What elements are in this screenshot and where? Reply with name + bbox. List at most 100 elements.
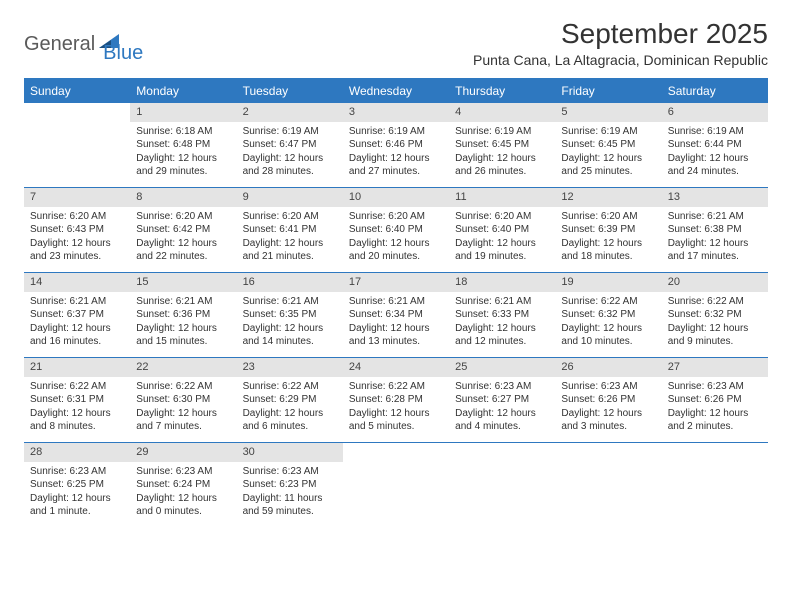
weekday-fri: Friday [555, 80, 661, 102]
day-number: 19 [555, 273, 661, 292]
sunrise-text: Sunrise: 6:22 AM [30, 380, 124, 394]
daylight-text: Daylight: 12 hours and 4 minutes. [455, 407, 549, 434]
day-number: 9 [237, 188, 343, 207]
daylight-text: Daylight: 12 hours and 3 minutes. [561, 407, 655, 434]
sunrise-text: Sunrise: 6:22 AM [243, 380, 337, 394]
sunset-text: Sunset: 6:36 PM [136, 308, 230, 322]
daylight-text: Daylight: 11 hours and 59 minutes. [243, 492, 337, 519]
sunset-text: Sunset: 6:25 PM [30, 478, 124, 492]
header: General Blue September 2025 Punta Cana, … [24, 18, 768, 68]
sunset-text: Sunset: 6:45 PM [455, 138, 549, 152]
sunset-text: Sunset: 6:32 PM [668, 308, 762, 322]
day-cell: 24Sunrise: 6:22 AMSunset: 6:28 PMDayligh… [343, 358, 449, 442]
day-cell: 13Sunrise: 6:21 AMSunset: 6:38 PMDayligh… [662, 188, 768, 272]
sunrise-text: Sunrise: 6:21 AM [30, 295, 124, 309]
day-number: 6 [662, 103, 768, 122]
sunrise-text: Sunrise: 6:20 AM [30, 210, 124, 224]
week-row: 28 Sunrise: 6:23 AM Sunset: 6:25 PM Dayligh… [24, 442, 768, 527]
day-cell: 9 Sunrise: 6:20 AMSunset: 6:41 PMDaylight… [237, 188, 343, 272]
sunrise-text: Sunrise: 6:21 AM [136, 295, 230, 309]
sunrise-text: Sunrise: 6:23 AM [136, 465, 230, 479]
day-cell: 20 Sunrise: 6:22 AMSunset: 6:32 PMDayligh… [662, 273, 768, 357]
weekday-sun: Sunday [24, 80, 130, 102]
sunrise-text: Sunrise: 6:23 AM [561, 380, 655, 394]
day-cell: 12Sunrise: 6:20 AMSunset: 6:39 PMDayligh… [555, 188, 661, 272]
day-number: 3 [343, 103, 449, 122]
sunrise-text: Sunrise: 6:18 AM [136, 125, 230, 139]
day-cell: 22Sunrise: 6:22 AMSunset: 6:30 PMDayligh… [130, 358, 236, 442]
day-cell: 21Sunrise: 6:22 AMSunset: 6:31 PMDayligh… [24, 358, 130, 442]
day-number: 15 [130, 273, 236, 292]
day-cell [662, 443, 768, 527]
day-number: 28 [24, 443, 130, 462]
day-cell: 30Sunrise: 6:23 AMSunset: 6:23 PMDayligh… [237, 443, 343, 527]
daylight-text: Daylight: 12 hours and 17 minutes. [668, 237, 762, 264]
sunrise-text: Sunrise: 6:20 AM [243, 210, 337, 224]
day-cell: 28Sunrise: 6:23 AMSunset: 6:25 PMDayligh… [24, 443, 130, 527]
day-cell: 23 Sunrise: 6:22 AMSunset: 6:29 PMDayligh… [237, 358, 343, 442]
sunset-text: Sunset: 6:23 PM [243, 478, 337, 492]
sunset-text: Sunset: 6:37 PM [30, 308, 124, 322]
daylight-text: Daylight: 12 hours and 18 minutes. [561, 237, 655, 264]
day-number: 7 [24, 188, 130, 207]
page: General Blue September 2025 Punta Cana, … [0, 0, 792, 527]
sunset-text: Sunset: 6:48 PM [136, 138, 230, 152]
day-number: 18 [449, 273, 555, 292]
day-number: 4 [449, 103, 555, 122]
daylight-text: Daylight: 12 hours and 29 minutes. [136, 152, 230, 179]
day-cell: 2Sunrise: 6:19 AMSunset: 6:47 PMDaylight… [237, 103, 343, 187]
sunset-text: Sunset: 6:29 PM [243, 393, 337, 407]
daylight-text: Daylight: 12 hours and 22 minutes. [136, 237, 230, 264]
daylight-text: Daylight: 12 hours and 9 minutes. [668, 322, 762, 349]
sunrise-text: Sunrise: 6:21 AM [455, 295, 549, 309]
sunrise-text: Sunrise: 6:23 AM [243, 465, 337, 479]
day-cell: 27Sunrise: 6:23 AMSunset: 6:26 PMDayligh… [662, 358, 768, 442]
day-number: 24 [343, 358, 449, 377]
sunset-text: Sunset: 6:30 PM [136, 393, 230, 407]
sunset-text: Sunset: 6:41 PM [243, 223, 337, 237]
day-cell: 17Sunrise: 6:21 AMSunset: 6:34 PMDayligh… [343, 273, 449, 357]
daylight-text: Daylight: 12 hours and 16 minutes. [30, 322, 124, 349]
day-cell [555, 443, 661, 527]
sunrise-text: Sunrise: 6:22 AM [668, 295, 762, 309]
weekday-sat: Saturday [662, 80, 768, 102]
page-title: September 2025 [473, 18, 768, 50]
weekday-header: Sunday Monday Tuesday Wednesday Thursday… [24, 80, 768, 102]
daylight-text: Daylight: 12 hours and 5 minutes. [349, 407, 443, 434]
daylight-text: Daylight: 12 hours and 26 minutes. [455, 152, 549, 179]
day-number: 1 [130, 103, 236, 122]
day-cell [449, 443, 555, 527]
sunrise-text: Sunrise: 6:19 AM [243, 125, 337, 139]
day-number: 20 [662, 273, 768, 292]
day-cell [343, 443, 449, 527]
daylight-text: Daylight: 12 hours and 13 minutes. [349, 322, 443, 349]
daylight-text: Daylight: 12 hours and 21 minutes. [243, 237, 337, 264]
day-number: 23 [237, 358, 343, 377]
sunset-text: Sunset: 6:40 PM [349, 223, 443, 237]
sunrise-text: Sunrise: 6:19 AM [349, 125, 443, 139]
sunset-text: Sunset: 6:47 PM [243, 138, 337, 152]
daylight-text: Daylight: 12 hours and 6 minutes. [243, 407, 337, 434]
daylight-text: Daylight: 12 hours and 19 minutes. [455, 237, 549, 264]
weekday-wed: Wednesday [343, 80, 449, 102]
sunrise-text: Sunrise: 6:21 AM [668, 210, 762, 224]
weeks-container: 1Sunrise: 6:18 AMSunset: 6:48 PMDaylight… [24, 102, 768, 527]
day-cell: 8Sunrise: 6:20 AMSunset: 6:42 PMDaylight… [130, 188, 236, 272]
day-cell: 7Sunrise: 6:20 AMSunset: 6:43 PMDaylight… [24, 188, 130, 272]
day-number: 22 [130, 358, 236, 377]
week-row: 1Sunrise: 6:18 AMSunset: 6:48 PMDaylight… [24, 102, 768, 187]
day-cell: 11Sunrise: 6:20 AMSunset: 6:40 PMDayligh… [449, 188, 555, 272]
week-row: 7Sunrise: 6:20 AMSunset: 6:43 PMDaylight… [24, 187, 768, 272]
day-cell: 29Sunrise: 6:23 AMSunset: 6:24 PMDayligh… [130, 443, 236, 527]
sunset-text: Sunset: 6:46 PM [349, 138, 443, 152]
day-number: 12 [555, 188, 661, 207]
daylight-text: Daylight: 12 hours and 20 minutes. [349, 237, 443, 264]
sunrise-text: Sunrise: 6:21 AM [349, 295, 443, 309]
daylight-text: Daylight: 12 hours and 25 minutes. [561, 152, 655, 179]
sunrise-text: Sunrise: 6:21 AM [243, 295, 337, 309]
day-number: 21 [24, 358, 130, 377]
week-row: 14Sunrise: 6:21 AMSunset: 6:37 PMDayligh… [24, 272, 768, 357]
sunset-text: Sunset: 6:39 PM [561, 223, 655, 237]
sunset-text: Sunset: 6:31 PM [30, 393, 124, 407]
day-number: 2 [237, 103, 343, 122]
